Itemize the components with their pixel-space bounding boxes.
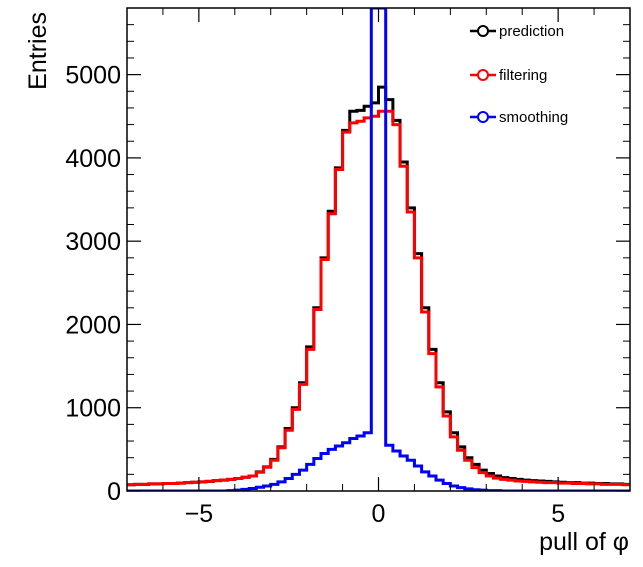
- tick-layer: −5 0 5 0 1000 2000 3000 4000 5000: [65, 7, 631, 528]
- series-filtering-line: [127, 109, 630, 487]
- x-tick-label: −5: [185, 500, 214, 528]
- y-tick-label: 2000: [65, 311, 121, 339]
- series-smoothing-line: [127, 8, 630, 491]
- legend-marker-smoothing: [477, 111, 489, 123]
- plot-frame: [126, 7, 631, 492]
- y-tick-label: 1000: [65, 395, 121, 423]
- legend: prediction filtering smoothing: [470, 23, 568, 126]
- y-tick-label: 5000: [65, 62, 121, 90]
- legend-label-smoothing: smoothing: [499, 109, 568, 126]
- y-tick-label: 3000: [65, 228, 121, 256]
- x-tick-label: 5: [551, 500, 565, 528]
- legend-marker-filtering: [477, 69, 489, 81]
- legend-label-filtering: filtering: [499, 67, 547, 84]
- x-tick-label: 0: [372, 500, 386, 528]
- y-tick-label: 4000: [65, 145, 121, 173]
- legend-marker-prediction: [477, 25, 489, 37]
- frame-layer: [126, 7, 631, 492]
- series-layer: [127, 8, 630, 491]
- y-tick-label: 0: [107, 478, 121, 506]
- y-axis-title: Entries: [24, 12, 52, 90]
- legend-label-prediction: prediction: [499, 23, 564, 40]
- series-prediction-line: [127, 85, 630, 487]
- x-axis-title: pull of φ: [539, 528, 629, 556]
